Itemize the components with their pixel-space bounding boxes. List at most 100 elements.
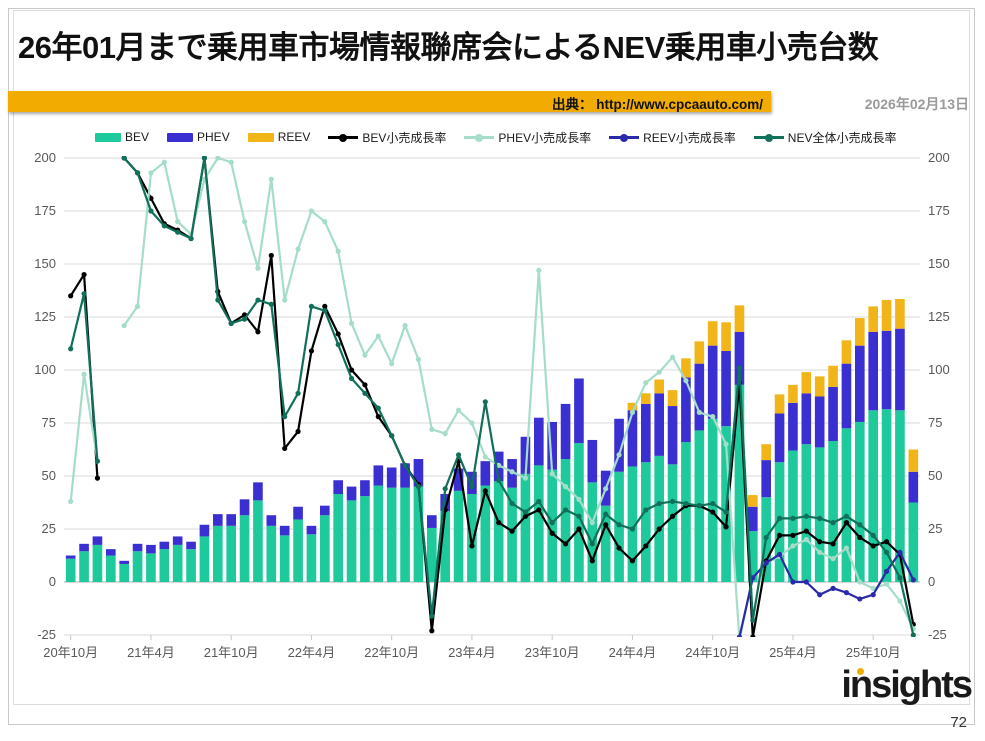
bar-segment-PHEV bbox=[534, 417, 544, 466]
line-marker-PHEV小売成長率 bbox=[616, 452, 622, 458]
line-marker-PHEV小売成長率 bbox=[375, 333, 381, 339]
line-marker-PHEV小売成長率 bbox=[883, 581, 890, 587]
legend-item-BEV小売成長率[interactable]: BEV小売成長率 bbox=[328, 129, 446, 146]
legend-item-REEV[interactable]: REEV bbox=[247, 130, 311, 144]
clipped-series-group bbox=[65, 156, 919, 637]
line-marker-NEV全体小売成長率 bbox=[897, 575, 903, 581]
line-marker-NEV全体小売成長率 bbox=[496, 477, 502, 483]
y-axis-tick-label-right: 125 bbox=[928, 309, 950, 324]
bar-segment-PHEV bbox=[788, 402, 798, 451]
line-marker-PHEV小売成長率 bbox=[669, 354, 676, 360]
bar-segment-BEV bbox=[360, 496, 370, 582]
line-marker-PHEV小売成長率 bbox=[589, 520, 595, 526]
line-marker-BEV小売成長率 bbox=[81, 272, 87, 278]
bar-segment-BEV bbox=[895, 410, 905, 582]
bar-segment-BEV bbox=[239, 515, 250, 582]
line-marker-BEV小売成長率 bbox=[148, 195, 154, 201]
bar-swatch-icon bbox=[247, 132, 274, 142]
line-marker-NEV全体小売成長率 bbox=[322, 308, 328, 314]
line-marker-NEV全体小売成長率 bbox=[790, 515, 796, 521]
bar-segment-REEV bbox=[681, 358, 691, 378]
line-marker-BEV小売成長率 bbox=[295, 428, 301, 435]
line-marker-NEV全体小売成長率 bbox=[576, 513, 582, 519]
bar-segment-PHEV bbox=[320, 505, 330, 516]
legend-item-REEV小売成長率[interactable]: REEV小売成長率 bbox=[609, 129, 736, 146]
line-marker-PHEV小売成長率 bbox=[522, 475, 529, 481]
line-marker-REEV小売成長率 bbox=[763, 560, 769, 566]
legend-item-PHEV[interactable]: PHEV bbox=[167, 130, 230, 144]
line-marker-PHEV小売成長率 bbox=[228, 159, 234, 165]
line-marker-NEV全体小売成長率 bbox=[910, 632, 916, 637]
bar-segment-BEV bbox=[186, 549, 196, 582]
bar-segment-BEV bbox=[92, 544, 103, 582]
x-axis-tick-label: 23年10月 bbox=[525, 645, 580, 660]
y-axis-tick-label-left: 125 bbox=[34, 309, 56, 324]
line-marker-PHEV小売成長率 bbox=[241, 219, 248, 225]
legend-label: PHEV小売成長率 bbox=[498, 130, 592, 145]
legend-item-BEV[interactable]: BEV bbox=[95, 130, 149, 144]
bar-segment-BEV bbox=[841, 428, 852, 582]
line-marker-NEV全体小売成長率 bbox=[536, 498, 542, 505]
bar-segment-REEV bbox=[868, 306, 878, 332]
line-marker-PHEV小売成長率 bbox=[215, 156, 221, 161]
chart-plot-area: -25 -25 0 0 25 25 50 50 75 75 100 100 125 125 150 150 17… bbox=[18, 152, 966, 697]
bar-segment-PHEV bbox=[480, 461, 491, 486]
bar-segment-REEV bbox=[667, 390, 678, 407]
bar-segment-BEV bbox=[547, 469, 557, 582]
y-axis-tick-label-left: 150 bbox=[34, 256, 56, 271]
line-marker-NEV全体小売成長率 bbox=[683, 500, 689, 507]
line-marker-NEV全体小売成長率 bbox=[522, 509, 529, 515]
bar-segment-PHEV bbox=[159, 541, 170, 550]
x-axis-tick-label: 24年4月 bbox=[609, 645, 657, 660]
bar-segment-BEV bbox=[574, 443, 584, 582]
line-path-REEV小売成長率 bbox=[738, 551, 915, 637]
bar-segment-PHEV bbox=[360, 480, 370, 497]
line-marker-NEV全体小売成長率 bbox=[255, 297, 261, 303]
line-marker-BEV小売成長率 bbox=[817, 539, 823, 545]
bar-segment-REEV bbox=[828, 365, 838, 387]
legend-item-NEV全体小売成長率[interactable]: NEV全体小売成長率 bbox=[753, 129, 896, 146]
line-marker-NEV全体小売成長率 bbox=[817, 515, 823, 521]
bar-segment-BEV bbox=[828, 441, 838, 582]
bar-segment-BEV bbox=[213, 525, 223, 582]
line-marker-PHEV小売成長率 bbox=[362, 352, 368, 358]
line-marker-REEV小売成長率 bbox=[803, 579, 809, 585]
bar-segment-PHEV bbox=[132, 543, 143, 552]
bar-segment-PHEV bbox=[400, 463, 410, 488]
line-series-REEV小売成長率 bbox=[736, 549, 916, 637]
chart-legend: BEV PHEV REEV BEV小売成長率 PHEV小売成長率 REEV小売成長率 NEV… bbox=[95, 128, 896, 146]
source-bar: 出典： http://www.cpcaauto.com/ bbox=[8, 91, 771, 112]
bar-segment-BEV bbox=[333, 494, 343, 582]
page-number: 72 bbox=[950, 714, 967, 731]
y-axis-tick-label-left: 100 bbox=[34, 362, 56, 377]
line-marker-REEV小売成長率 bbox=[776, 551, 783, 558]
bar-segment-PHEV bbox=[440, 494, 450, 511]
bar-segment-REEV bbox=[721, 322, 731, 351]
bar-segment-PHEV bbox=[239, 499, 250, 516]
line-marker-BEV小売成長率 bbox=[656, 526, 662, 532]
x-axis-tick-label: 22年10月 bbox=[364, 645, 419, 660]
line-marker-NEV全体小売成長率 bbox=[482, 399, 488, 405]
bar-segment-PHEV bbox=[641, 403, 651, 463]
line-marker-BEV小売成長率 bbox=[94, 475, 101, 481]
y-axis-tick-label-right: 150 bbox=[928, 256, 950, 271]
legend-item-PHEV小売成長率[interactable]: PHEV小売成長率 bbox=[464, 129, 591, 146]
line-marker-BEV小売成長率 bbox=[536, 507, 542, 513]
line-marker-NEV全体小売成長率 bbox=[603, 511, 609, 517]
bar-segment-PHEV bbox=[748, 506, 758, 532]
bar-segment-REEV bbox=[881, 300, 892, 331]
line-marker-PHEV小売成長率 bbox=[536, 267, 542, 273]
line-marker-REEV小売成長率 bbox=[897, 549, 903, 555]
line-marker-REEV小売成長率 bbox=[857, 596, 863, 602]
bar-segment-PHEV bbox=[199, 524, 210, 537]
line-marker-BEV小売成長率 bbox=[723, 524, 729, 530]
bar-segment-BEV bbox=[266, 525, 277, 582]
line-marker-PHEV小売成長率 bbox=[723, 441, 729, 447]
line-marker-PHEV小売成長率 bbox=[268, 176, 274, 182]
line-marker-NEV全体小売成長率 bbox=[201, 156, 208, 161]
line-marker-BEV小売成長率 bbox=[335, 331, 341, 337]
bar-segment-PHEV bbox=[520, 436, 531, 474]
bar-segment-REEV bbox=[801, 372, 812, 394]
line-marker-BEV小売成長率 bbox=[790, 532, 796, 538]
legend-label: REEV bbox=[277, 130, 311, 144]
